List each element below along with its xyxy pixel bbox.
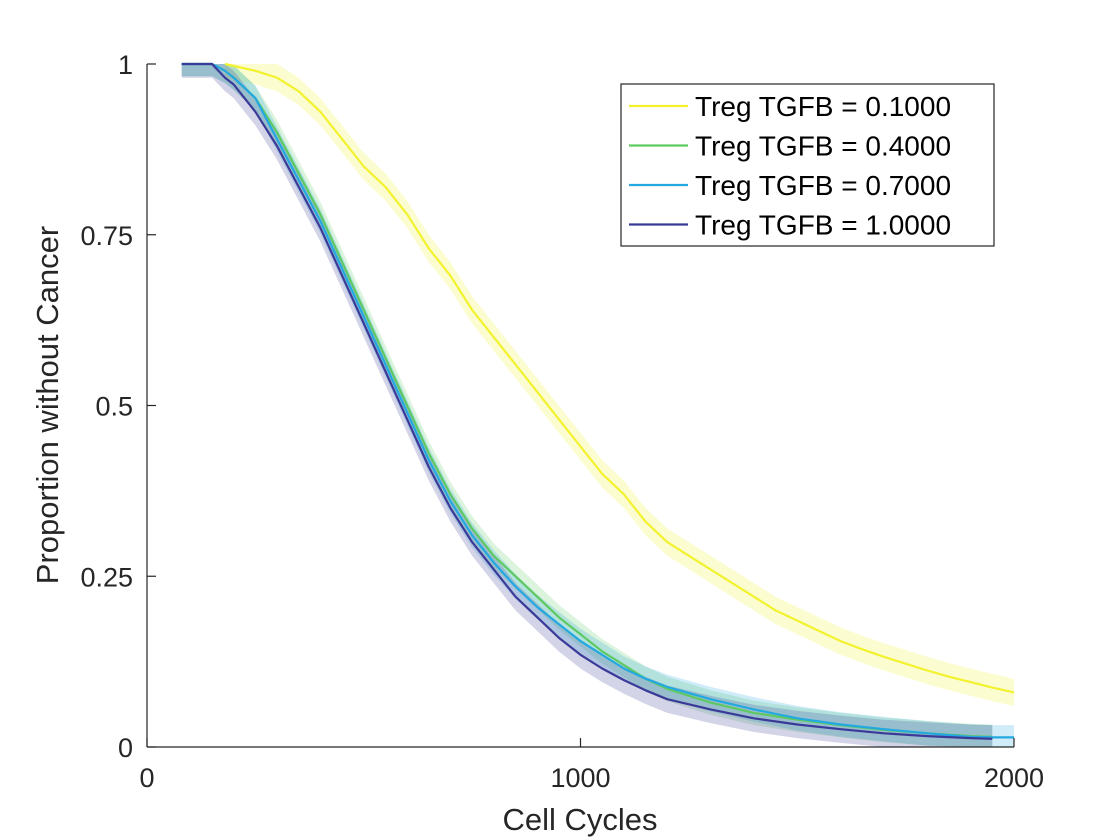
- y-tick-label: 0.25: [80, 562, 133, 592]
- legend-label-3: Treg TGFB = 0.7000: [695, 170, 951, 201]
- x-tick-label: 2000: [984, 763, 1044, 793]
- y-tick-label: 0: [118, 733, 133, 763]
- confidence-band-4: [181, 64, 993, 747]
- y-tick-label: 0.5: [95, 392, 133, 422]
- confidence-bands: [181, 64, 1014, 747]
- series-line-1: [224, 62, 1015, 694]
- legend: Treg TGFB = 0.1000 Treg TGFB = 0.4000 Treg…: [620, 83, 995, 247]
- legend-box: [620, 83, 995, 247]
- legend-label-1: Treg TGFB = 0.1000: [695, 91, 951, 122]
- series-lines: [181, 62, 1015, 740]
- x-tick-label: 1000: [550, 763, 610, 793]
- legend-label-2: Treg TGFB = 0.4000: [695, 131, 951, 162]
- x-tick-label: 0: [139, 763, 154, 793]
- x-axis-label: Cell Cycles: [502, 802, 657, 837]
- legend-label-4: Treg TGFB = 1.0000: [695, 210, 951, 241]
- y-tick-label: 0.75: [80, 221, 133, 251]
- y-axis-label: Proportion without Cancer: [30, 226, 65, 584]
- series-line-4: [181, 62, 993, 740]
- y-tick-label: 1: [118, 50, 133, 80]
- confidence-band-1: [225, 64, 1014, 706]
- tick-labels: 0 0.25 0.5 0.75 1 0 1000 2000: [80, 50, 1044, 793]
- series-line-3: [181, 62, 1014, 739]
